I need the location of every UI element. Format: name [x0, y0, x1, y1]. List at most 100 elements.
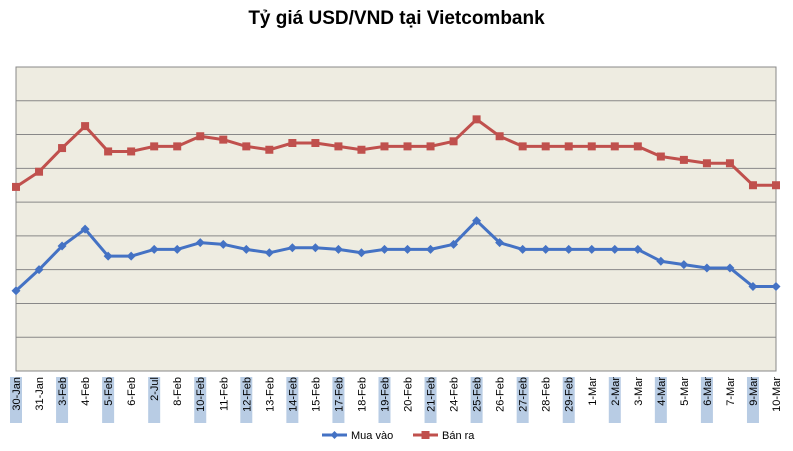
data-point [333, 244, 343, 254]
data-point [541, 142, 550, 151]
data-point [334, 142, 343, 151]
data-point [218, 239, 228, 249]
x-tick-label: 4-Mar [656, 377, 668, 406]
x-tick-label: 11-Feb [218, 377, 230, 411]
data-point [403, 244, 413, 254]
data-point [311, 139, 320, 147]
data-point [656, 152, 665, 161]
x-tick-highlight [194, 377, 207, 423]
data-point [725, 263, 735, 273]
x-tick-highlight [562, 377, 575, 423]
x-tick-label: 12-Feb [241, 377, 253, 412]
data-point [242, 142, 251, 151]
x-tick-highlight [286, 377, 299, 423]
data-point [57, 241, 67, 251]
series-layer [11, 115, 781, 296]
data-point [126, 251, 136, 261]
data-point [702, 263, 712, 273]
data-point [449, 137, 458, 146]
data-point [472, 115, 481, 124]
data-point [241, 244, 251, 254]
data-point [518, 142, 527, 151]
series-0 [11, 216, 781, 296]
x-tick-label: 1-Mar [587, 377, 599, 406]
x-tick-highlight [332, 377, 345, 423]
grid-lines [16, 100, 776, 338]
x-tick-label: 2-Mar [610, 377, 622, 406]
x-tick-highlight [148, 377, 161, 423]
x-tick-label: 10-Mar [771, 377, 783, 412]
legend-item-ban-ra: Bán ra [413, 430, 475, 442]
data-point [656, 256, 666, 266]
data-point [610, 142, 619, 151]
x-tick-label: 31-Jan [34, 377, 46, 411]
data-point [35, 167, 44, 176]
x-axis: 30-Jan 31-Jan 3-Feb 4-Feb 5-Feb 6-Feb 2-Jul 8-F… [10, 377, 783, 423]
data-point [748, 181, 757, 190]
data-point [103, 251, 113, 261]
x-tick-label: 2-Jul [149, 377, 161, 401]
data-point [679, 260, 689, 270]
data-point [702, 159, 711, 168]
data-point [287, 243, 297, 253]
x-tick-label: 15-Feb [310, 377, 322, 412]
x-tick-label: 29-Feb [564, 377, 576, 412]
data-point [449, 239, 459, 249]
legend-item-mua-vao: Mua vào [322, 430, 393, 442]
data-point [748, 282, 758, 292]
data-point [725, 159, 734, 168]
chart-title: Tỷ giá USD/VND tại Vietcombank [248, 8, 545, 29]
data-point [633, 142, 642, 151]
legend-label-ban-ra: Bán ra [442, 430, 475, 442]
x-tick-label: 10-Feb [195, 377, 207, 412]
x-tick-highlight [654, 377, 667, 423]
plot-area [15, 66, 777, 372]
x-tick-highlight [378, 377, 391, 423]
series-line [15, 117, 776, 189]
x-tick-label: 6-Mar [702, 377, 714, 406]
x-tick-highlight [10, 377, 22, 423]
x-tick-label: 8-Feb [172, 377, 184, 406]
x-tick-highlight [516, 377, 529, 423]
x-tick-label: 18-Feb [356, 377, 368, 412]
data-point [81, 122, 90, 131]
x-tick-highlight [56, 377, 69, 423]
data-point [172, 244, 182, 254]
data-point [587, 244, 597, 254]
data-point [149, 244, 159, 254]
data-point [518, 244, 528, 254]
data-point [587, 142, 596, 151]
x-tick-label: 28-Feb [541, 377, 553, 412]
data-point [127, 147, 136, 156]
data-point [357, 145, 366, 154]
data-point [12, 182, 20, 191]
x-tick-label: 26-Feb [495, 377, 507, 412]
data-point [495, 238, 505, 248]
x-tick-label: 14-Feb [287, 377, 299, 412]
data-point [265, 145, 274, 154]
data-point [426, 142, 435, 151]
data-point [356, 248, 366, 258]
x-tick-highlight [746, 377, 759, 423]
x-tick-label: 4-Feb [80, 377, 92, 406]
legend-label-mua-vao: Mua vào [351, 430, 393, 442]
x-tick-label: 6-Feb [126, 377, 138, 406]
x-tick-label: 5-Mar [679, 377, 691, 406]
data-point [772, 181, 780, 190]
data-point [679, 155, 688, 164]
data-point [195, 238, 205, 248]
x-tick-highlight [700, 377, 713, 423]
x-tick-label: 30-Jan [11, 377, 23, 411]
x-tick-label: 5-Feb [103, 377, 115, 406]
data-point [34, 265, 44, 275]
data-point [11, 286, 21, 296]
x-tick-label: 25-Feb [472, 377, 484, 412]
data-point [219, 135, 228, 144]
data-point [379, 244, 389, 254]
data-point [196, 132, 205, 141]
x-tick-label: 3-Mar [633, 377, 645, 406]
x-tick-label: 17-Feb [333, 377, 345, 412]
data-point [310, 243, 320, 253]
x-tick-label: 20-Feb [403, 377, 415, 412]
